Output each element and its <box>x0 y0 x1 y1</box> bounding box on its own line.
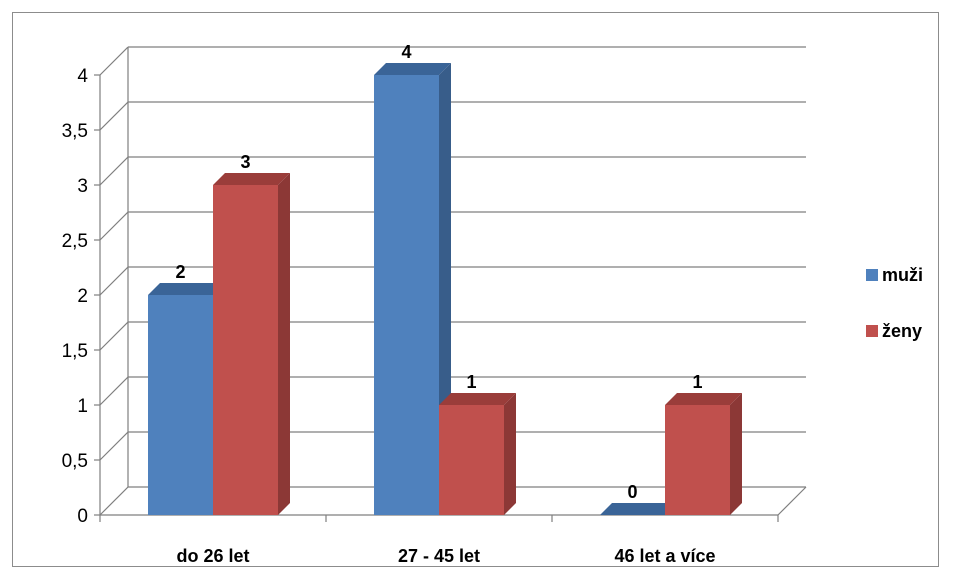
bar-muži <box>148 295 213 515</box>
gridline-diagonal <box>99 321 129 351</box>
y-tick-label: 4 <box>77 66 88 87</box>
bar-side-ženy <box>278 173 290 515</box>
bar-side-ženy <box>730 393 742 515</box>
x-tick-label: 46 let a více <box>614 546 715 566</box>
gridline-diagonal <box>99 211 129 241</box>
data-label: 1 <box>692 372 702 392</box>
bar-ženy <box>213 185 278 515</box>
data-label: 4 <box>401 42 411 62</box>
x-tick-label: 27 - 45 let <box>398 546 480 566</box>
gridline-diagonal <box>99 431 129 461</box>
data-label: 3 <box>240 152 250 172</box>
data-label: 0 <box>627 482 637 502</box>
y-tick-label: 3 <box>77 176 88 197</box>
x-tick-label: do 26 let <box>176 546 249 566</box>
data-label: 1 <box>466 372 476 392</box>
y-tick-label: 1,5 <box>62 341 88 362</box>
y-tick-label: 1 <box>77 396 88 417</box>
y-tick-label: 0,5 <box>62 451 88 472</box>
bar-side-ženy <box>504 393 516 515</box>
bar-top-ženy <box>213 173 290 185</box>
gridline-diagonal <box>99 266 129 296</box>
bar-top-muži <box>148 283 225 295</box>
bar-muži <box>374 75 439 515</box>
gridline-diagonal <box>99 486 129 516</box>
y-tick-label: 2 <box>77 286 88 307</box>
bar-top-muži <box>374 63 451 75</box>
bar-top-ženy <box>665 393 742 405</box>
y-tick-label: 3,5 <box>62 121 88 142</box>
legend-label: ženy <box>882 321 922 341</box>
bar-muži <box>600 503 677 515</box>
y-tick-label: 0 <box>77 506 88 527</box>
gridline-diagonal <box>99 46 129 76</box>
legend-swatch <box>866 269 878 281</box>
y-tick-label: 2,5 <box>62 231 88 252</box>
gridline-diagonal <box>99 101 129 131</box>
gridline-diagonal <box>99 156 129 186</box>
bar-top-ženy <box>439 393 516 405</box>
legend-swatch <box>866 325 878 337</box>
legend-label: muži <box>882 265 923 285</box>
bar-ženy <box>439 405 504 515</box>
data-label: 2 <box>175 262 185 282</box>
floor-edge <box>777 486 807 516</box>
gridline-diagonal <box>99 376 129 406</box>
bar-ženy <box>665 405 730 515</box>
